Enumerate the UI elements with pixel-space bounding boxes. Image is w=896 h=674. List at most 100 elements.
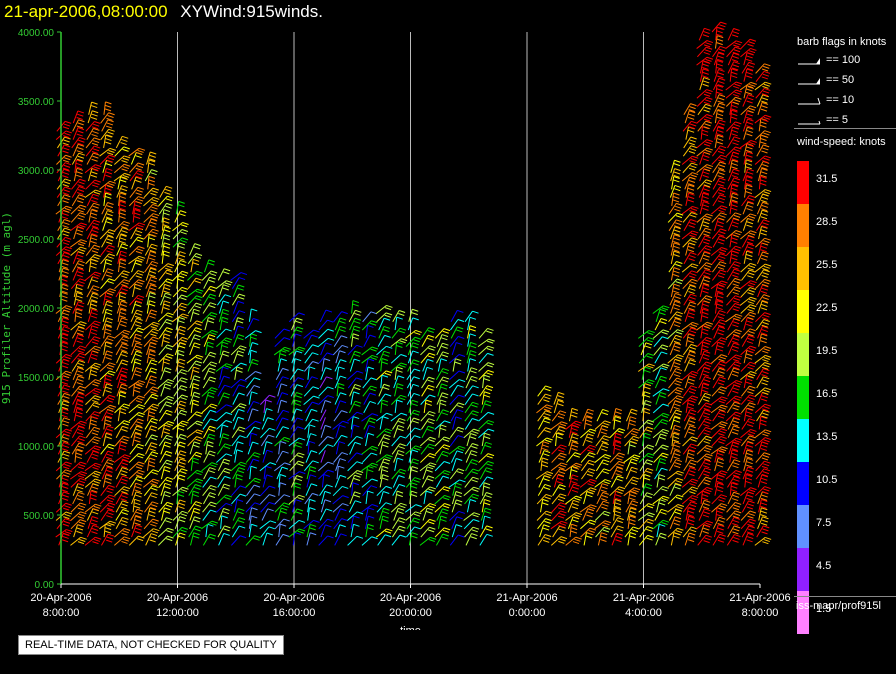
wind-barb <box>306 433 317 447</box>
wind-barb <box>463 428 480 439</box>
wind-barb <box>103 374 112 389</box>
wind-barb <box>464 476 479 488</box>
wind-barb <box>670 300 681 314</box>
wind-barb <box>755 452 771 463</box>
wind-barb <box>715 59 724 74</box>
wind-barb <box>101 268 114 281</box>
wind-barb <box>740 262 757 273</box>
wind-barb <box>555 432 563 447</box>
wind-barb <box>248 523 258 538</box>
wind-barb <box>217 525 231 538</box>
wind-barb <box>725 313 743 323</box>
wind-barb <box>118 391 127 405</box>
wind-barb <box>537 410 552 422</box>
wind-barb <box>711 436 727 447</box>
wind-barb <box>245 452 261 463</box>
wind-barb <box>652 305 670 314</box>
colorbar-segment <box>797 376 809 419</box>
wind-barb <box>436 351 449 364</box>
wind-barb <box>84 387 102 397</box>
wind-barb <box>332 503 349 513</box>
wind-barb <box>419 462 437 472</box>
wind-barb <box>623 487 641 497</box>
wind-barb <box>129 162 145 174</box>
wind-barb <box>201 312 218 323</box>
wind-barb <box>335 458 346 472</box>
wind-barb <box>232 392 245 405</box>
wind-barb <box>292 482 302 496</box>
x-tick-label-date: 20-Apr-2006 <box>147 592 208 604</box>
wind-barb <box>117 176 127 190</box>
wind-barb <box>349 474 361 488</box>
wind-barb <box>55 305 73 314</box>
wind-barb <box>726 302 742 314</box>
wind-barb <box>263 399 272 413</box>
wind-barb <box>406 526 421 538</box>
wind-barb <box>144 393 159 405</box>
wind-barb <box>278 523 287 538</box>
wind-barb <box>409 490 418 505</box>
wind-barb <box>407 317 419 331</box>
wind-barb <box>350 333 360 347</box>
wind-barb <box>230 378 247 389</box>
wind-barb <box>378 507 390 521</box>
wind-barb <box>84 470 102 480</box>
barb-flag-icon <box>798 58 820 65</box>
wind-barb <box>158 269 174 281</box>
wind-barb <box>159 450 173 463</box>
wind-barb <box>188 484 202 496</box>
wind-barb <box>161 333 171 347</box>
wind-barb <box>742 466 754 480</box>
x-tick-label-time: 12:00:00 <box>156 607 199 619</box>
wind-barb <box>101 210 114 223</box>
wind-barb <box>682 486 699 497</box>
wind-barb <box>260 434 275 447</box>
wind-barb <box>669 317 682 331</box>
wind-barb <box>712 409 727 422</box>
wind-barb <box>729 159 739 173</box>
wind-barb <box>700 126 709 140</box>
wind-barb <box>638 518 655 530</box>
wind-barb <box>652 412 670 422</box>
wind-barb <box>361 320 378 331</box>
wind-barb <box>333 335 348 347</box>
wind-barb <box>333 311 348 323</box>
wind-barb <box>132 432 142 447</box>
wind-barb <box>609 452 625 463</box>
wind-barb <box>129 294 145 306</box>
wind-barb <box>625 466 638 480</box>
wind-barb <box>160 225 171 240</box>
wind-barb <box>668 202 683 215</box>
wind-barb <box>757 491 769 505</box>
wind-barb <box>144 451 159 463</box>
wind-barb <box>464 393 479 405</box>
wind-barb <box>101 459 115 472</box>
wind-barb <box>480 400 492 414</box>
wind-barb <box>277 399 288 413</box>
wind-barb <box>420 443 436 455</box>
wind-barb <box>259 394 276 405</box>
wind-barb <box>653 452 669 463</box>
wind-barb <box>758 175 767 190</box>
wind-barb <box>466 341 477 356</box>
wind-barb <box>743 143 754 157</box>
wind-barb <box>172 420 189 430</box>
wind-barb <box>419 486 437 497</box>
wind-barb <box>70 502 87 513</box>
wind-barb <box>172 270 189 281</box>
wind-barb <box>318 469 334 480</box>
wind-barb <box>101 533 115 546</box>
wind-barb <box>128 461 145 472</box>
wind-barb <box>727 268 741 281</box>
wind-barb <box>641 366 651 380</box>
wind-barb <box>58 317 70 331</box>
wind-barb <box>729 449 739 463</box>
wind-barb <box>85 121 101 132</box>
wind-barb <box>307 507 316 521</box>
wind-barb <box>203 433 216 447</box>
wind-barb <box>72 267 85 281</box>
wind-barb <box>73 292 84 306</box>
wind-barb <box>596 408 609 422</box>
wind-barb <box>392 417 406 430</box>
wind-barb <box>318 535 334 546</box>
